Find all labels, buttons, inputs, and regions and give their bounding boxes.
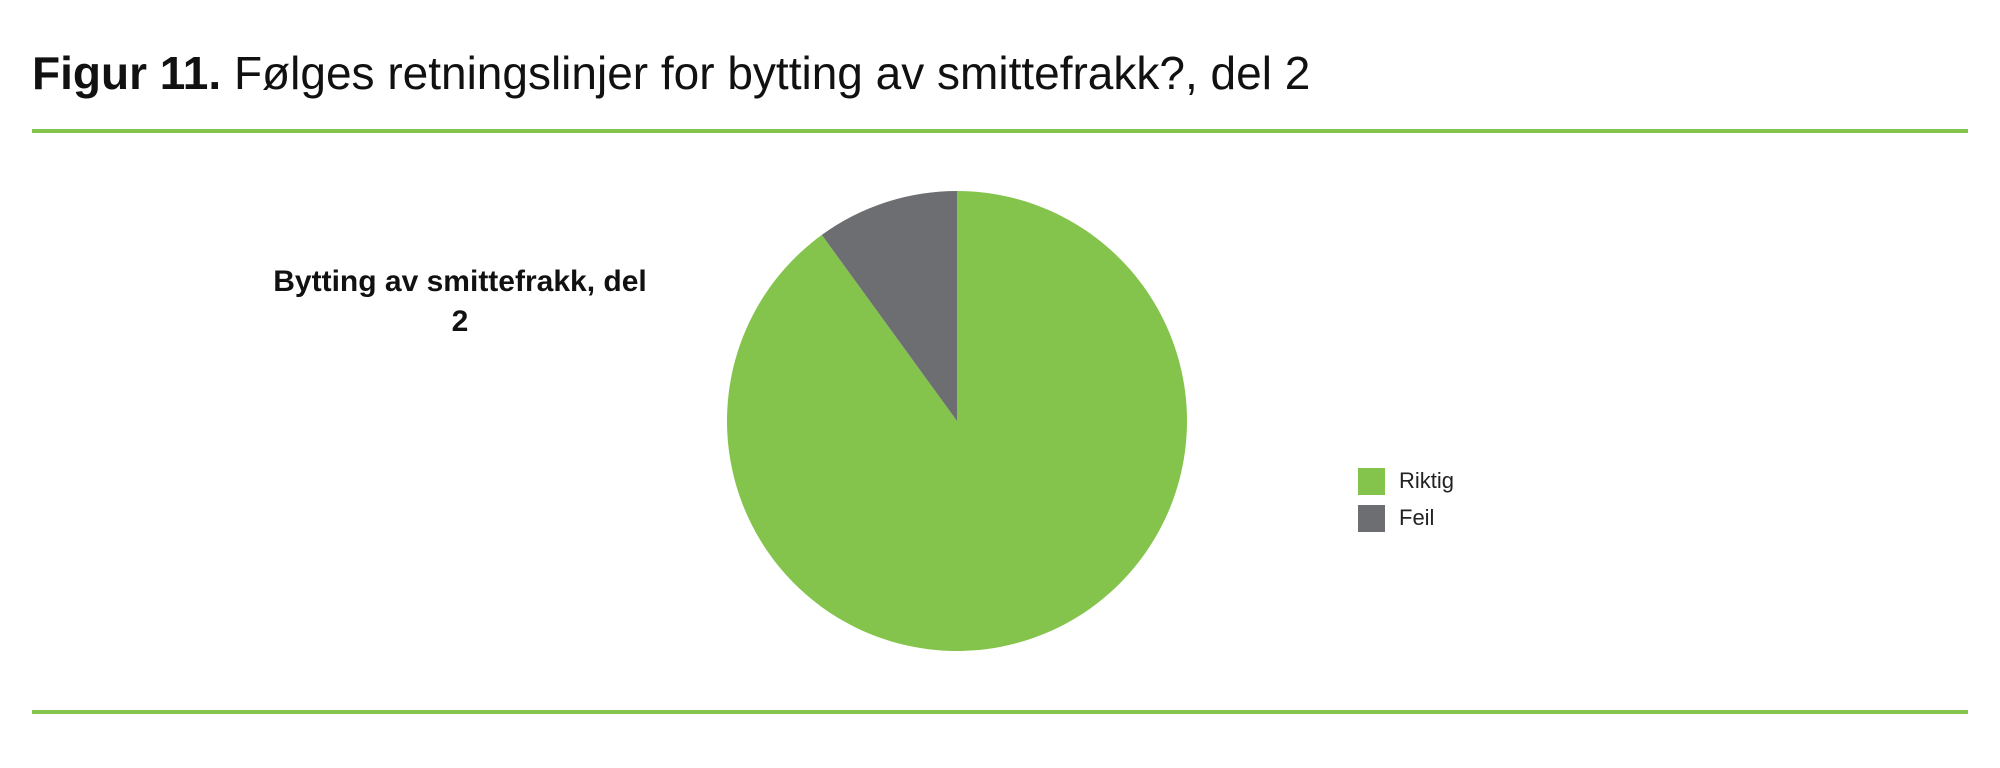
chart-title: Følges retningslinjer for bytting av smi… [233, 47, 1311, 99]
legend-label: Feil [1399, 505, 1434, 530]
pie-slice [727, 191, 1187, 652]
title-block: Figur 11. Følges retningslinjer for bytt… [32, 46, 1310, 100]
legend-swatch [1358, 505, 1385, 532]
chart-subtitle: Bytting av smittefrakk, del 2 [273, 265, 647, 338]
pie-slice [821, 191, 957, 421]
legend-label: Riktig [1399, 468, 1454, 493]
figure-label: Figur 11. [32, 47, 222, 99]
legend-swatch [1358, 468, 1385, 495]
